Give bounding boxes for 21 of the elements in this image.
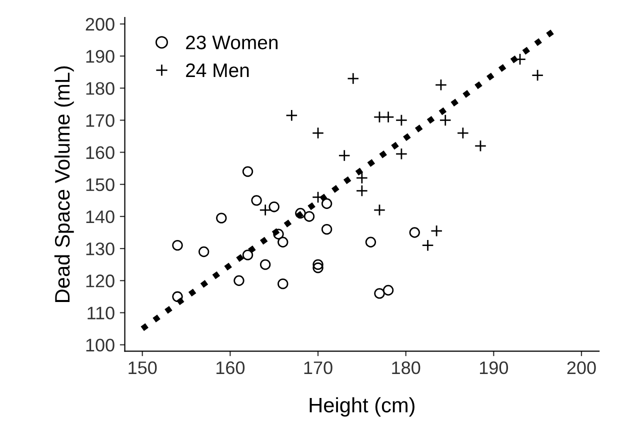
y-tick-label: 180 xyxy=(86,82,114,95)
y-tick-label: 150 xyxy=(86,178,114,192)
x-tick-label: 150 xyxy=(128,361,157,374)
y-tick-label: 190 xyxy=(86,50,114,63)
y-tick-label: 140 xyxy=(86,210,114,224)
y-tick-label: 120 xyxy=(86,274,114,288)
legend-label: 23 Women xyxy=(186,36,278,50)
x-tick-label: 170 xyxy=(304,361,332,374)
x-tick-label: 200 xyxy=(567,361,596,374)
x-tick-label: 180 xyxy=(392,361,420,374)
y-tick-label: 130 xyxy=(86,242,114,256)
x-axis-title: Height (cm) xyxy=(310,397,414,417)
legend-label: 24 Men xyxy=(186,63,249,78)
y-tick-label: 160 xyxy=(86,146,114,160)
y-tick-label: 200 xyxy=(86,18,114,31)
y-tick-label: 170 xyxy=(86,114,114,127)
x-tick-label: 160 xyxy=(216,361,245,374)
y-axis-title: Dead Space Volume (mL) xyxy=(54,66,74,302)
x-tick-label: 190 xyxy=(480,361,508,374)
y-tick-label: 100 xyxy=(86,338,114,352)
y-tick-label: 110 xyxy=(88,306,114,320)
